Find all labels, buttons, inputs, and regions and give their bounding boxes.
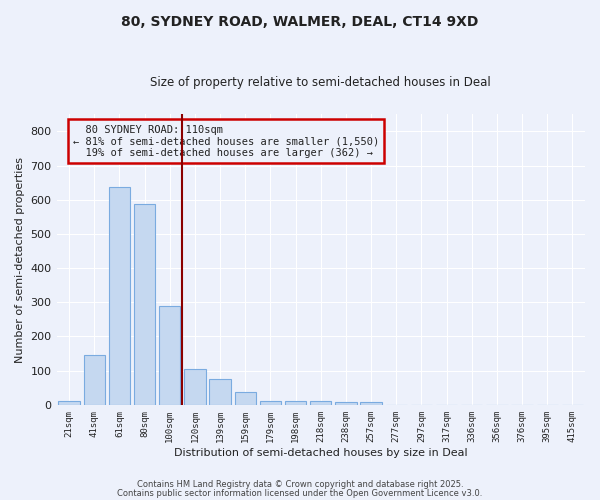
Title: Size of property relative to semi-detached houses in Deal: Size of property relative to semi-detach…	[151, 76, 491, 90]
Text: 80, SYDNEY ROAD, WALMER, DEAL, CT14 9XD: 80, SYDNEY ROAD, WALMER, DEAL, CT14 9XD	[121, 15, 479, 29]
Bar	[184, 369, 206, 405]
Bar	[335, 402, 356, 405]
Bar	[260, 400, 281, 405]
Bar	[361, 402, 382, 405]
X-axis label: Distribution of semi-detached houses by size in Deal: Distribution of semi-detached houses by …	[174, 448, 467, 458]
Bar	[83, 356, 105, 405]
Bar	[109, 187, 130, 405]
Text: 80 SYDNEY ROAD: 110sqm
← 81% of semi-detached houses are smaller (1,550)
  19% o: 80 SYDNEY ROAD: 110sqm ← 81% of semi-det…	[73, 124, 379, 158]
Bar	[58, 402, 80, 405]
Text: Contains public sector information licensed under the Open Government Licence v3: Contains public sector information licen…	[118, 489, 482, 498]
Bar	[134, 204, 155, 405]
Bar	[285, 402, 307, 405]
Bar	[209, 379, 231, 405]
Bar	[310, 400, 331, 405]
Y-axis label: Number of semi-detached properties: Number of semi-detached properties	[15, 156, 25, 362]
Text: Contains HM Land Registry data © Crown copyright and database right 2025.: Contains HM Land Registry data © Crown c…	[137, 480, 463, 489]
Bar	[159, 306, 181, 405]
Bar	[235, 392, 256, 405]
